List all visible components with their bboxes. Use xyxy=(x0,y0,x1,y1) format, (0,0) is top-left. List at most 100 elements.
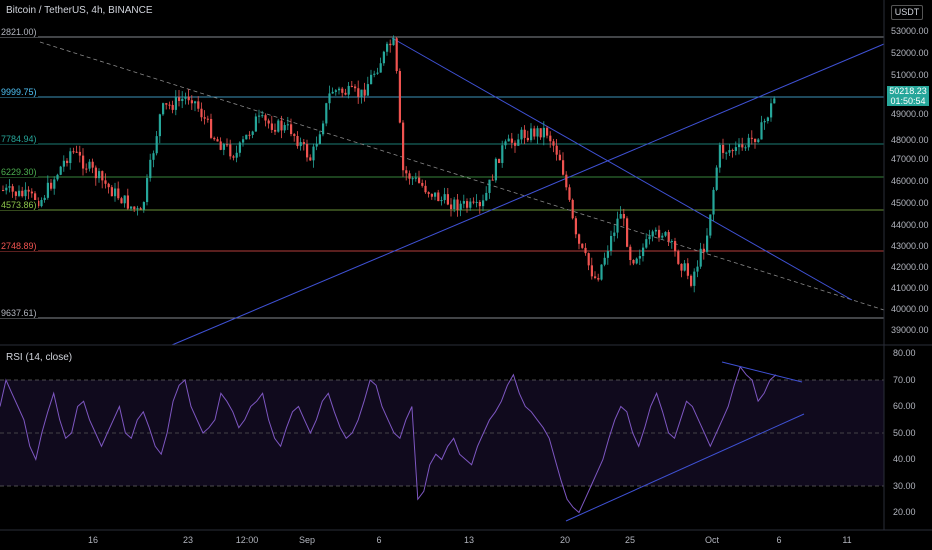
candle-body xyxy=(280,120,283,131)
candle-body xyxy=(197,101,200,109)
candle-body xyxy=(485,192,488,201)
candle-body xyxy=(712,189,715,215)
candle-body xyxy=(741,144,744,148)
candle-body xyxy=(8,186,11,188)
candle-body xyxy=(296,135,299,147)
candle-body xyxy=(158,114,161,137)
candle-body xyxy=(491,179,494,181)
candle-body xyxy=(98,171,101,179)
level-label: 6229.30) xyxy=(0,167,38,177)
rsi-title[interactable]: RSI (14, close) xyxy=(6,352,73,363)
candle-body xyxy=(69,151,72,164)
candle-body xyxy=(722,144,725,153)
rsi-resistance-trendline[interactable] xyxy=(721,361,803,383)
candle-body xyxy=(34,193,37,201)
candle-body xyxy=(699,248,702,267)
candle-body xyxy=(130,206,133,209)
candle-body xyxy=(510,138,513,143)
candle-body xyxy=(286,124,289,126)
candle-body xyxy=(494,158,497,181)
price-tick: 39000.00 xyxy=(891,325,929,335)
candle-body xyxy=(146,178,149,203)
rsi-tick: 50.00 xyxy=(893,428,916,438)
candle-body xyxy=(114,188,117,197)
candle-body xyxy=(408,173,411,179)
candle-body xyxy=(744,147,747,149)
candle-body xyxy=(46,182,49,198)
candlestick-series xyxy=(2,35,776,293)
candle-body xyxy=(245,134,248,140)
candle-body xyxy=(107,183,110,188)
candle-body xyxy=(424,185,427,193)
candle-body xyxy=(750,137,753,139)
price-tick: 42000.00 xyxy=(891,262,929,272)
candle-body xyxy=(66,160,69,164)
candle-body xyxy=(347,85,350,95)
rsi-tick: 60.00 xyxy=(893,401,916,411)
candle-body xyxy=(229,144,232,157)
candle-body xyxy=(338,88,341,91)
candle-body xyxy=(552,141,555,146)
candle-body xyxy=(414,177,417,179)
candle-body xyxy=(443,194,446,201)
candle-body xyxy=(78,151,81,156)
time-tick: 11 xyxy=(842,535,852,545)
candle-body xyxy=(341,88,344,93)
candle-body xyxy=(315,143,318,147)
candle-body xyxy=(648,236,651,240)
rsi-tick: 40.00 xyxy=(893,454,916,464)
level-label: 9999.75) xyxy=(0,87,38,97)
descending-trendline[interactable] xyxy=(391,37,853,301)
candle-body xyxy=(101,171,104,181)
price-tick: 44000.00 xyxy=(891,220,929,230)
candle-body xyxy=(731,150,734,152)
candle-body xyxy=(226,144,229,146)
candle-body xyxy=(475,201,478,203)
candle-body xyxy=(178,97,181,101)
last-price-tag: 50218.23 01:50:54 xyxy=(887,86,929,106)
candle-body xyxy=(59,166,62,175)
price-tick: 47000.00 xyxy=(891,154,929,164)
candle-body xyxy=(53,179,56,189)
candle-body xyxy=(667,232,670,242)
currency-button[interactable]: USDT xyxy=(891,5,923,20)
candle-body xyxy=(530,128,533,141)
candle-body xyxy=(126,195,129,209)
rsi-tick: 80.00 xyxy=(893,348,916,358)
candle-body xyxy=(760,122,763,140)
price-tick: 45000.00 xyxy=(891,198,929,208)
candle-body xyxy=(690,275,693,286)
candle-body xyxy=(43,197,46,200)
candle-body xyxy=(632,260,635,264)
candle-body xyxy=(488,179,491,193)
candle-body xyxy=(267,120,270,124)
candle-body xyxy=(261,115,264,117)
candle-body xyxy=(773,98,776,104)
candle-body xyxy=(363,89,366,96)
candle-body xyxy=(606,251,609,258)
candle-body xyxy=(376,72,379,74)
candle-body xyxy=(325,103,328,124)
ascending-trendline[interactable] xyxy=(171,43,885,346)
candle-body xyxy=(594,276,597,279)
candle-body xyxy=(498,158,501,163)
candle-body xyxy=(213,137,216,140)
candle-body xyxy=(88,161,91,169)
candle-body xyxy=(546,127,549,136)
candle-body xyxy=(504,141,507,146)
candle-body xyxy=(386,43,389,52)
candle-body xyxy=(472,201,475,203)
symbol-title[interactable]: Bitcoin / TetherUS, 4h, BINANCE xyxy=(6,5,153,16)
candle-body xyxy=(709,214,712,236)
candle-body xyxy=(702,248,705,252)
candle-body xyxy=(232,156,235,158)
time-tick: Sep xyxy=(298,535,316,545)
candle-body xyxy=(283,125,286,131)
candle-body xyxy=(763,121,766,123)
candle-body xyxy=(120,198,123,204)
rsi-support-trendline[interactable] xyxy=(565,413,805,522)
candle-body xyxy=(238,142,241,153)
candle-body xyxy=(171,104,174,110)
candle-body xyxy=(517,139,520,146)
